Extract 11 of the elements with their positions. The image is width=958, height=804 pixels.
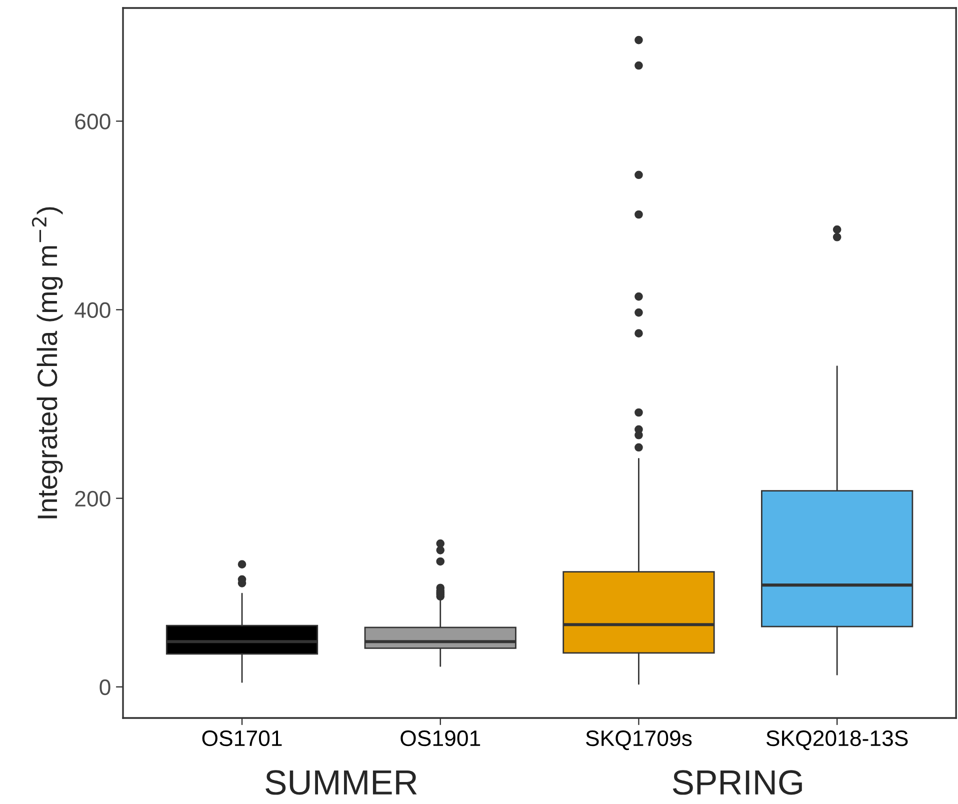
text: SPRING <box>672 770 802 795</box>
text: SUMMER <box>266 770 417 795</box>
x-tick-label: SKQ2018-13S <box>766 730 908 750</box>
x-tick-label: SKQ1709s <box>586 730 692 750</box>
y-axis-title: Integrated Chla (mg m$^{−2}$) <box>32 207 63 518</box>
x-tick-label: OS1901 <box>400 730 480 746</box>
y-tick-label: 0 <box>100 679 110 696</box>
y-tick-label: 400 <box>74 302 110 318</box>
y-tick-label: 200 <box>75 490 110 507</box>
y-tick-label: 600 <box>75 114 110 130</box>
x-tick-label: OS1701 <box>202 730 282 746</box>
